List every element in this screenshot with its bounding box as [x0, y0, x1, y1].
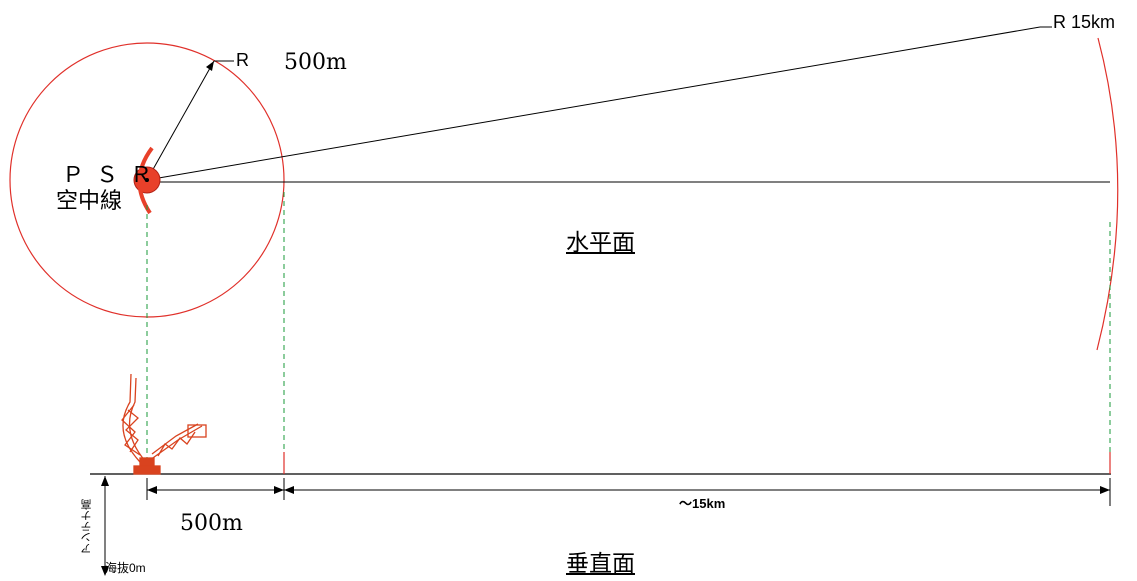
antenna-height-arrow-up	[101, 476, 109, 486]
psr-reflector-arc-icon	[137, 146, 154, 215]
radius-arrow-head-out	[206, 61, 214, 71]
dim-arrow-15km-left	[284, 486, 294, 494]
psr-name-label: ＰＳＲ	[62, 162, 165, 187]
psr-antenna-label: 空中線	[56, 188, 123, 213]
radius-500m-label: 500m	[284, 50, 347, 75]
dimension-500m-label: 500m	[180, 511, 243, 536]
sea-level-label: 海抜0m	[105, 561, 146, 575]
radius-label: R	[236, 50, 249, 70]
dimension-15km-label: 〜15km	[679, 496, 726, 511]
radius-15km-label: R 15km	[1053, 12, 1116, 32]
psr-center-point	[145, 178, 149, 182]
vertical-plane-title: 垂直面	[566, 550, 635, 576]
dim-arrow-500m-right	[274, 486, 284, 494]
radius-line-15km	[146, 26, 1041, 181]
antenna-height-label: アンテナ高	[81, 499, 93, 554]
horizontal-plane-title: 水平面	[566, 229, 635, 255]
antenna-height-arrow-down	[101, 566, 109, 576]
dim-arrow-15km-right	[1100, 486, 1110, 494]
dim-arrow-500m-left	[147, 486, 157, 494]
psr-tower-side-icon	[121, 373, 207, 475]
radius-line-500m	[146, 60, 215, 181]
coverage-arc-15km	[1096, 37, 1119, 351]
